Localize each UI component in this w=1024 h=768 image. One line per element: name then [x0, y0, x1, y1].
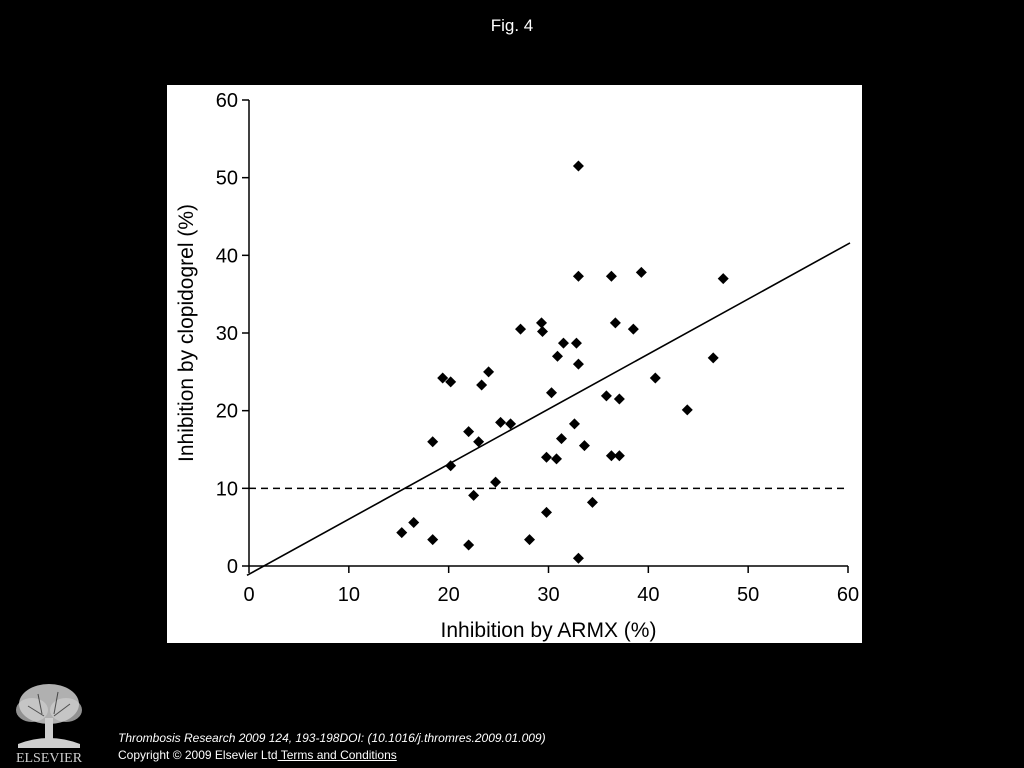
data-point [578, 440, 590, 452]
data-point [437, 372, 449, 384]
elsevier-logo-icon: ELSEVIER [8, 680, 90, 765]
data-point [627, 323, 639, 335]
data-point [572, 552, 584, 564]
x-tick-label: 0 [243, 584, 254, 606]
plot-panel: 0 10 20 30 40 50 60 0 10 20 30 40 50 60 Inhibition by … [167, 85, 862, 643]
data-point [427, 534, 439, 546]
y-tick-label: 20 [216, 401, 238, 423]
y-tick-label: 30 [216, 323, 238, 345]
copyright-line: Copyright © 2009 Elsevier Ltd Terms and … [118, 748, 397, 762]
data-point [408, 517, 420, 529]
data-point [473, 436, 485, 448]
data-point [476, 379, 488, 391]
data-point [483, 366, 495, 378]
data-point [463, 426, 475, 438]
data-point [572, 358, 584, 370]
x-tick-label: 50 [737, 584, 759, 606]
data-point [551, 350, 563, 362]
y-tick-label: 50 [216, 168, 238, 190]
figure-title: Fig. 4 [490, 16, 534, 35]
x-tick-label: 40 [637, 584, 659, 606]
data-point [681, 404, 693, 416]
x-tick-label: 20 [438, 584, 460, 606]
terms-and-conditions-link[interactable]: Terms and Conditions [277, 748, 397, 762]
y-tick-label: 60 [216, 90, 238, 112]
data-point [524, 534, 536, 546]
data-point [445, 376, 457, 388]
data-point [468, 489, 480, 501]
publisher-logo-label: ELSEVIER [16, 751, 83, 765]
copyright-text: Copyright © 2009 Elsevier Ltd [118, 748, 278, 762]
data-point [557, 337, 569, 349]
data-point [717, 273, 729, 285]
data-point [570, 337, 582, 349]
data-point [707, 352, 719, 364]
data-point [600, 390, 612, 402]
y-tick-label: 10 [216, 478, 238, 500]
data-point [609, 317, 621, 329]
data-point [505, 418, 517, 430]
citation-text: Thrombosis Research 2009 124, 193-198DOI… [118, 731, 546, 745]
data-point [572, 270, 584, 282]
data-point [550, 453, 562, 465]
y-axis-label: Inhibition by clopidogrel (%) [175, 204, 198, 462]
scatter-chart: 0 10 20 30 40 50 60 0 10 20 30 40 50 60 Inhibition by … [175, 90, 859, 642]
regression-line [246, 242, 851, 577]
data-point [541, 451, 553, 463]
data-point [605, 450, 617, 462]
data-point [495, 416, 507, 428]
data-point [635, 266, 647, 278]
y-tick-label: 40 [216, 245, 238, 267]
data-point [490, 476, 502, 488]
data-point [613, 450, 625, 462]
data-point [396, 527, 408, 539]
data-point [586, 496, 598, 508]
x-axis-label: Inhibition by ARMX (%) [441, 619, 657, 642]
data-point [536, 317, 548, 329]
data-point [649, 372, 661, 384]
data-point [613, 393, 625, 405]
data-point [463, 539, 475, 551]
data-point [605, 270, 617, 282]
data-point [541, 506, 553, 518]
data-point [568, 418, 580, 430]
x-tick-label: 60 [837, 584, 859, 606]
data-point [537, 325, 549, 337]
data-point [515, 323, 527, 335]
data-point [445, 460, 457, 472]
data-point [572, 160, 584, 172]
x-tick-label: 10 [338, 584, 360, 606]
y-tick-label: 0 [227, 556, 238, 578]
data-point [545, 387, 557, 399]
data-point [555, 433, 567, 445]
x-tick-label: 30 [537, 584, 559, 606]
data-point [427, 436, 439, 448]
